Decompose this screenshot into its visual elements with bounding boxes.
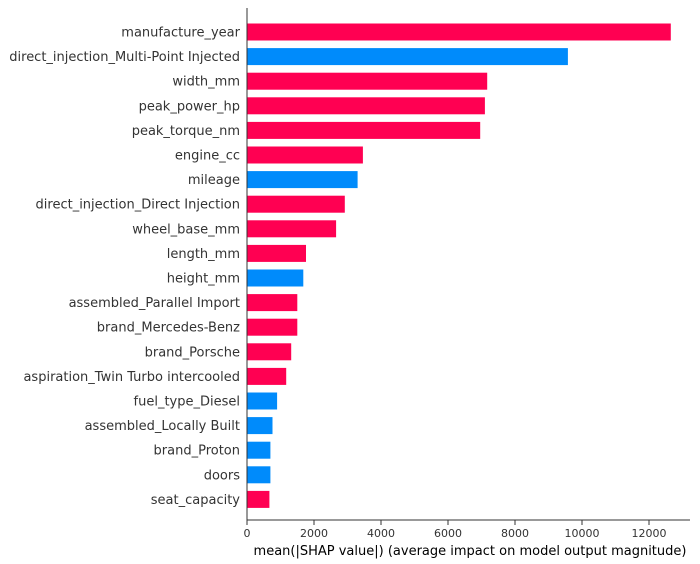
bar	[247, 490, 270, 508]
bar	[247, 417, 273, 435]
bar	[247, 318, 298, 336]
bar	[247, 269, 304, 287]
category-label: peak_power_hp	[139, 99, 240, 114]
category-label: direct_injection_Multi-Point Injected	[9, 50, 240, 65]
category-label: assembled_Parallel Import	[69, 296, 240, 311]
bar	[247, 48, 568, 66]
category-label: length_mm	[167, 247, 240, 262]
category-label: mileage	[188, 173, 240, 188]
category-label: assembled_Locally Built	[85, 419, 240, 434]
category-label: brand_Porsche	[145, 345, 240, 360]
category-label: aspiration_Twin Turbo intercooled	[23, 370, 240, 385]
category-label: seat_capacity	[151, 493, 241, 508]
bar	[247, 367, 287, 385]
bar	[247, 466, 271, 484]
x-tick-label: 0	[244, 527, 251, 540]
category-label: doors	[204, 468, 241, 483]
x-tick-label: 4000	[367, 527, 395, 540]
category-label: direct_injection_Direct Injection	[36, 198, 240, 213]
bar	[247, 294, 298, 312]
bar	[247, 195, 345, 213]
category-label: peak_torque_nm	[132, 124, 240, 139]
x-tick-label: 10000	[565, 527, 600, 540]
bar	[247, 392, 278, 410]
category-label: brand_Mercedes-Benz	[97, 321, 240, 336]
category-label: height_mm	[167, 272, 240, 287]
x-ticks: 0 2000 4000 6000 8000 10000 12000	[244, 520, 667, 540]
bar	[247, 343, 292, 361]
category-label: wheel_base_mm	[132, 222, 240, 237]
category-label: engine_cc	[175, 149, 240, 164]
x-tick-label: 12000	[632, 527, 667, 540]
bar	[247, 244, 306, 262]
bar	[247, 146, 363, 164]
bar	[247, 72, 488, 90]
bar	[247, 23, 671, 41]
category-label: brand_Proton	[154, 444, 240, 459]
bar	[247, 441, 271, 459]
bar	[247, 171, 358, 189]
x-axis-title: mean(|SHAP value|) (average impact on mo…	[254, 544, 687, 559]
bar	[247, 121, 481, 139]
x-tick-label: 6000	[434, 527, 462, 540]
category-labels: manufacture_year direct_injection_Multi-P…	[9, 26, 240, 508]
category-label: fuel_type_Diesel	[134, 395, 240, 410]
bar	[247, 97, 485, 115]
bars-group	[247, 23, 671, 508]
bar	[247, 220, 337, 238]
category-label: width_mm	[172, 75, 240, 90]
x-tick-label: 2000	[300, 527, 328, 540]
category-label: manufacture_year	[121, 26, 240, 41]
x-tick-label: 8000	[501, 527, 529, 540]
